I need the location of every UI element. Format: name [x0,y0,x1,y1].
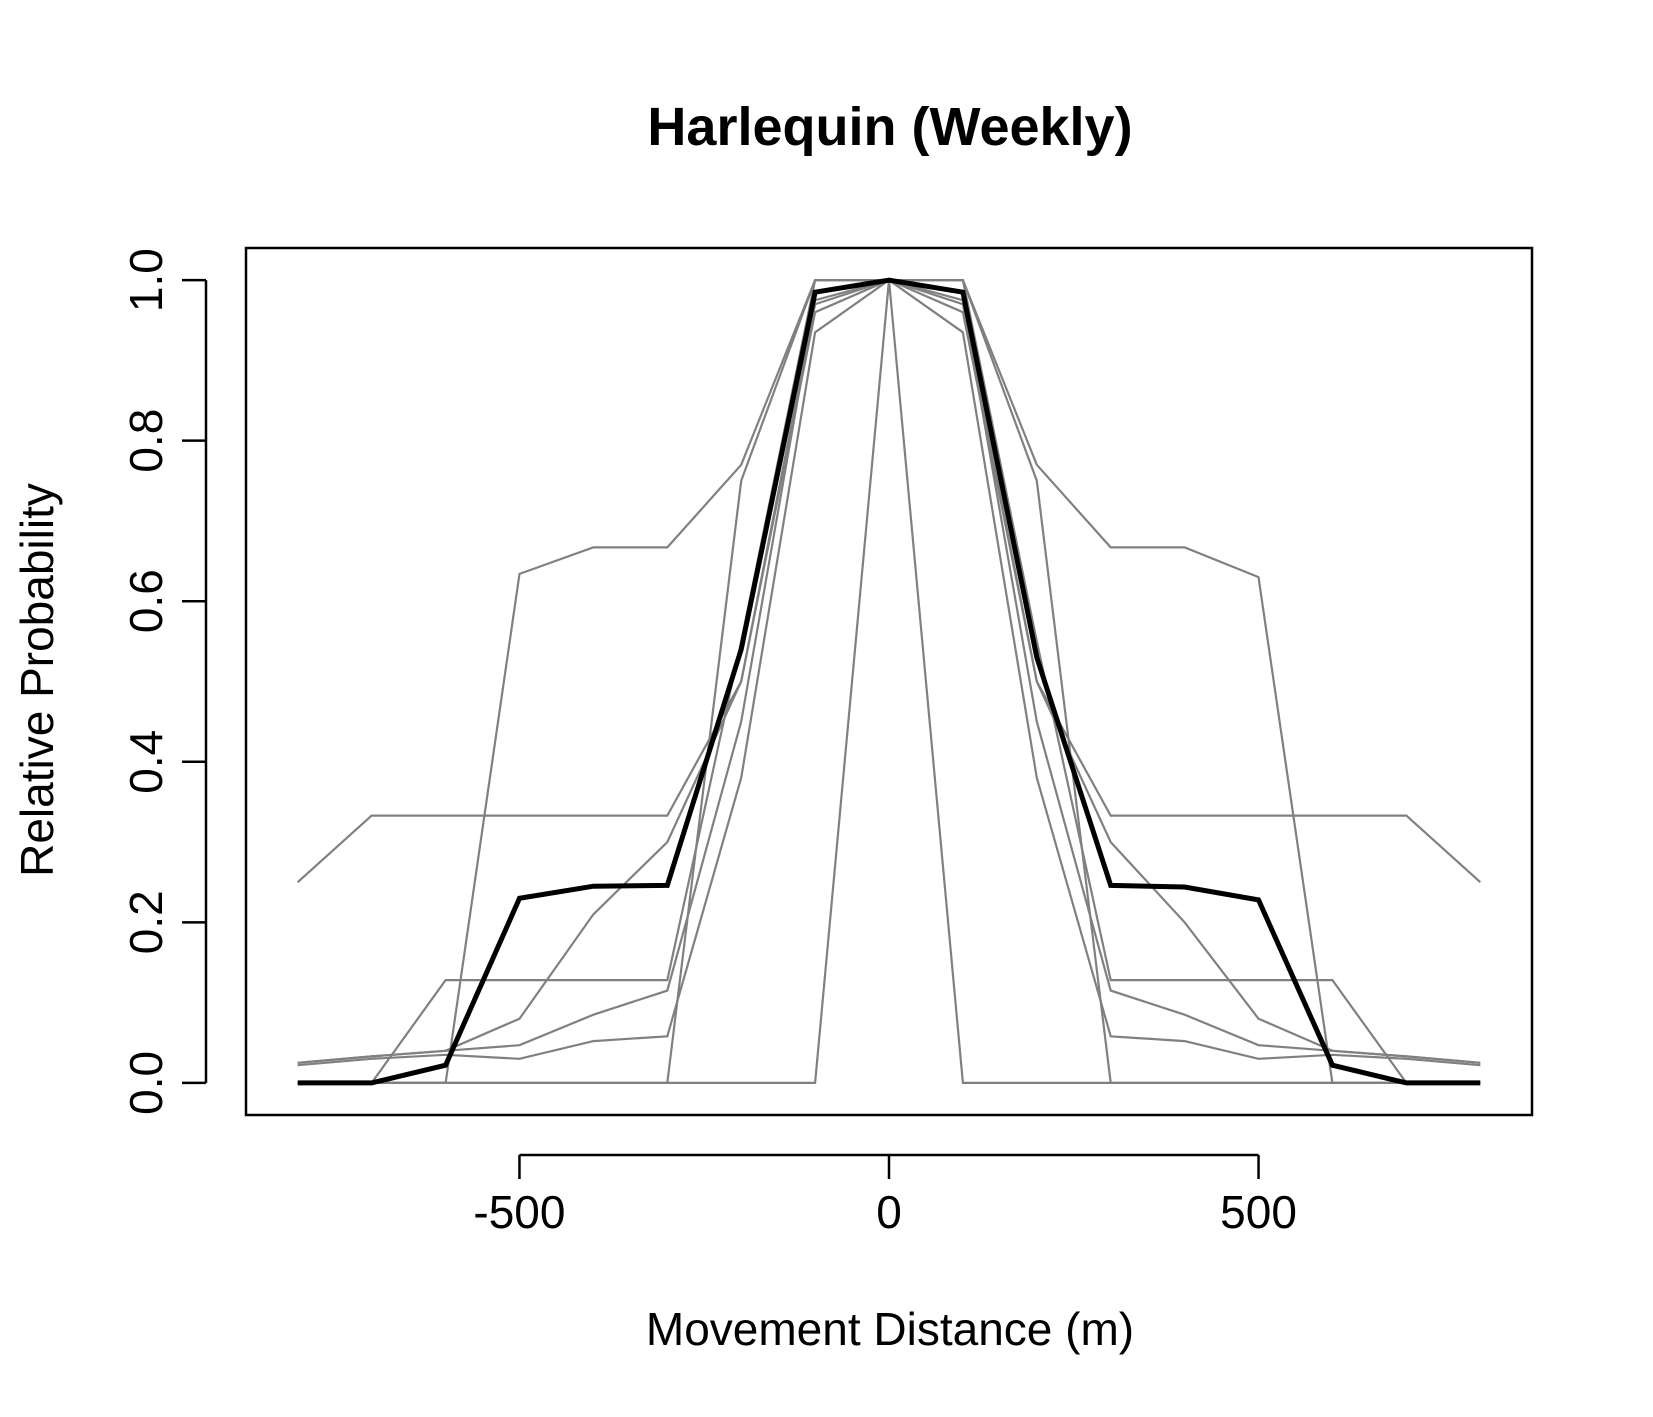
x-tick-label: 0 [876,1186,902,1238]
x-tick-label: -500 [473,1186,565,1238]
series-line-5 [297,278,1481,1064]
series-line-2 [297,279,1481,1085]
y-tick-label: 0.6 [120,569,172,633]
x-tick-label: 500 [1220,1186,1297,1238]
series-line-1 [296,278,1482,884]
series-line-4 [297,278,1481,1064]
y-tick-label: 0.8 [120,409,172,473]
series-layer [296,277,1482,1086]
chart-title: Harlequin (Weekly) [647,97,1132,157]
y-axis-label: Relative Probability [11,483,63,877]
y-tick-label: 1.0 [120,248,172,312]
x-axis: -500 0 500 [473,1153,1297,1238]
y-tick-label: 0.2 [120,890,172,954]
series-line-6 [297,278,1481,1067]
y-tick-label: 0.0 [120,1051,172,1115]
series-line-7 [297,279,1481,1085]
plot-frame [244,246,1534,1117]
x-axis-label: Movement Distance (m) [646,1303,1134,1355]
y-axis: 0.0 0.2 0.4 0.6 0.8 1.0 [120,248,208,1115]
series-line-8 [297,279,1481,1085]
series-line-3 [297,279,1481,1085]
series-line-9 [297,277,1481,1086]
y-tick-label: 0.4 [120,730,172,794]
